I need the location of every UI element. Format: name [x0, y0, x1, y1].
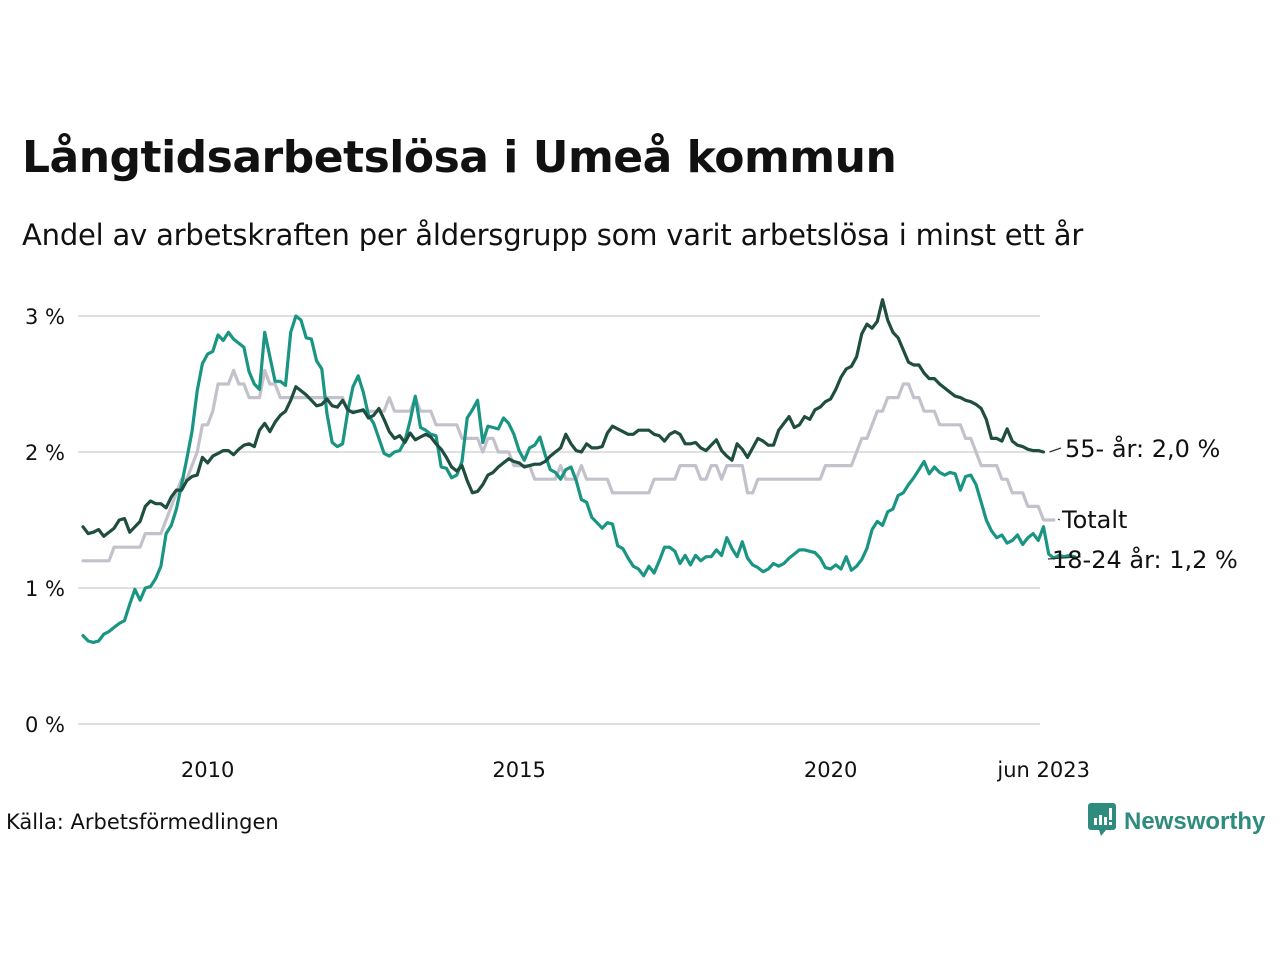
brand-logo[interactable]: Newsworthy: [1088, 803, 1265, 841]
newsworthy-logo-icon: [1088, 803, 1116, 841]
y-tick-label: 3 %: [25, 305, 65, 329]
series-line-age18_24: [81, 314, 1077, 644]
x-tick-label: jun 2023: [996, 758, 1090, 782]
label-leader: [1049, 447, 1062, 453]
series-end-labels: 55- år: 2,0 % Totalt 18-24 år: 1,2 %: [1047, 434, 1238, 574]
series-lines: [81, 298, 1077, 644]
y-tick-label: 1 %: [25, 577, 65, 601]
x-tick-label: 2020: [804, 758, 857, 782]
y-tick-label: 2 %: [25, 441, 65, 465]
label-leader: [1057, 518, 1061, 521]
x-tick-label: 2015: [492, 758, 545, 782]
chart-title: Långtidsarbetslösa i Umeå kommun: [22, 132, 897, 183]
series-end-label-age55: 55- år: 2,0 %: [1065, 434, 1220, 463]
brand-name: Newsworthy: [1124, 808, 1266, 835]
x-tick-label: 2010: [181, 758, 234, 782]
label-leader: [1047, 556, 1081, 560]
source-note: Källa: Arbetsförmedlingen: [6, 810, 279, 834]
series-end-label-total: Totalt: [1061, 506, 1127, 534]
gridlines: [78, 315, 1040, 725]
y-axis-ticks: 0 % 1 % 2 % 3 %: [25, 305, 65, 737]
series-line-total: [81, 368, 1056, 563]
x-axis-ticks: 2010 2015 2020 jun 2023: [181, 758, 1090, 782]
series-end-label-age18_24: 18-24 år: 1,2 %: [1052, 545, 1238, 574]
series-line-age55: [81, 298, 1046, 538]
chart-subtitle: Andel av arbetskraften per åldersgrupp s…: [22, 218, 1084, 252]
y-tick-label: 0 %: [25, 713, 65, 737]
